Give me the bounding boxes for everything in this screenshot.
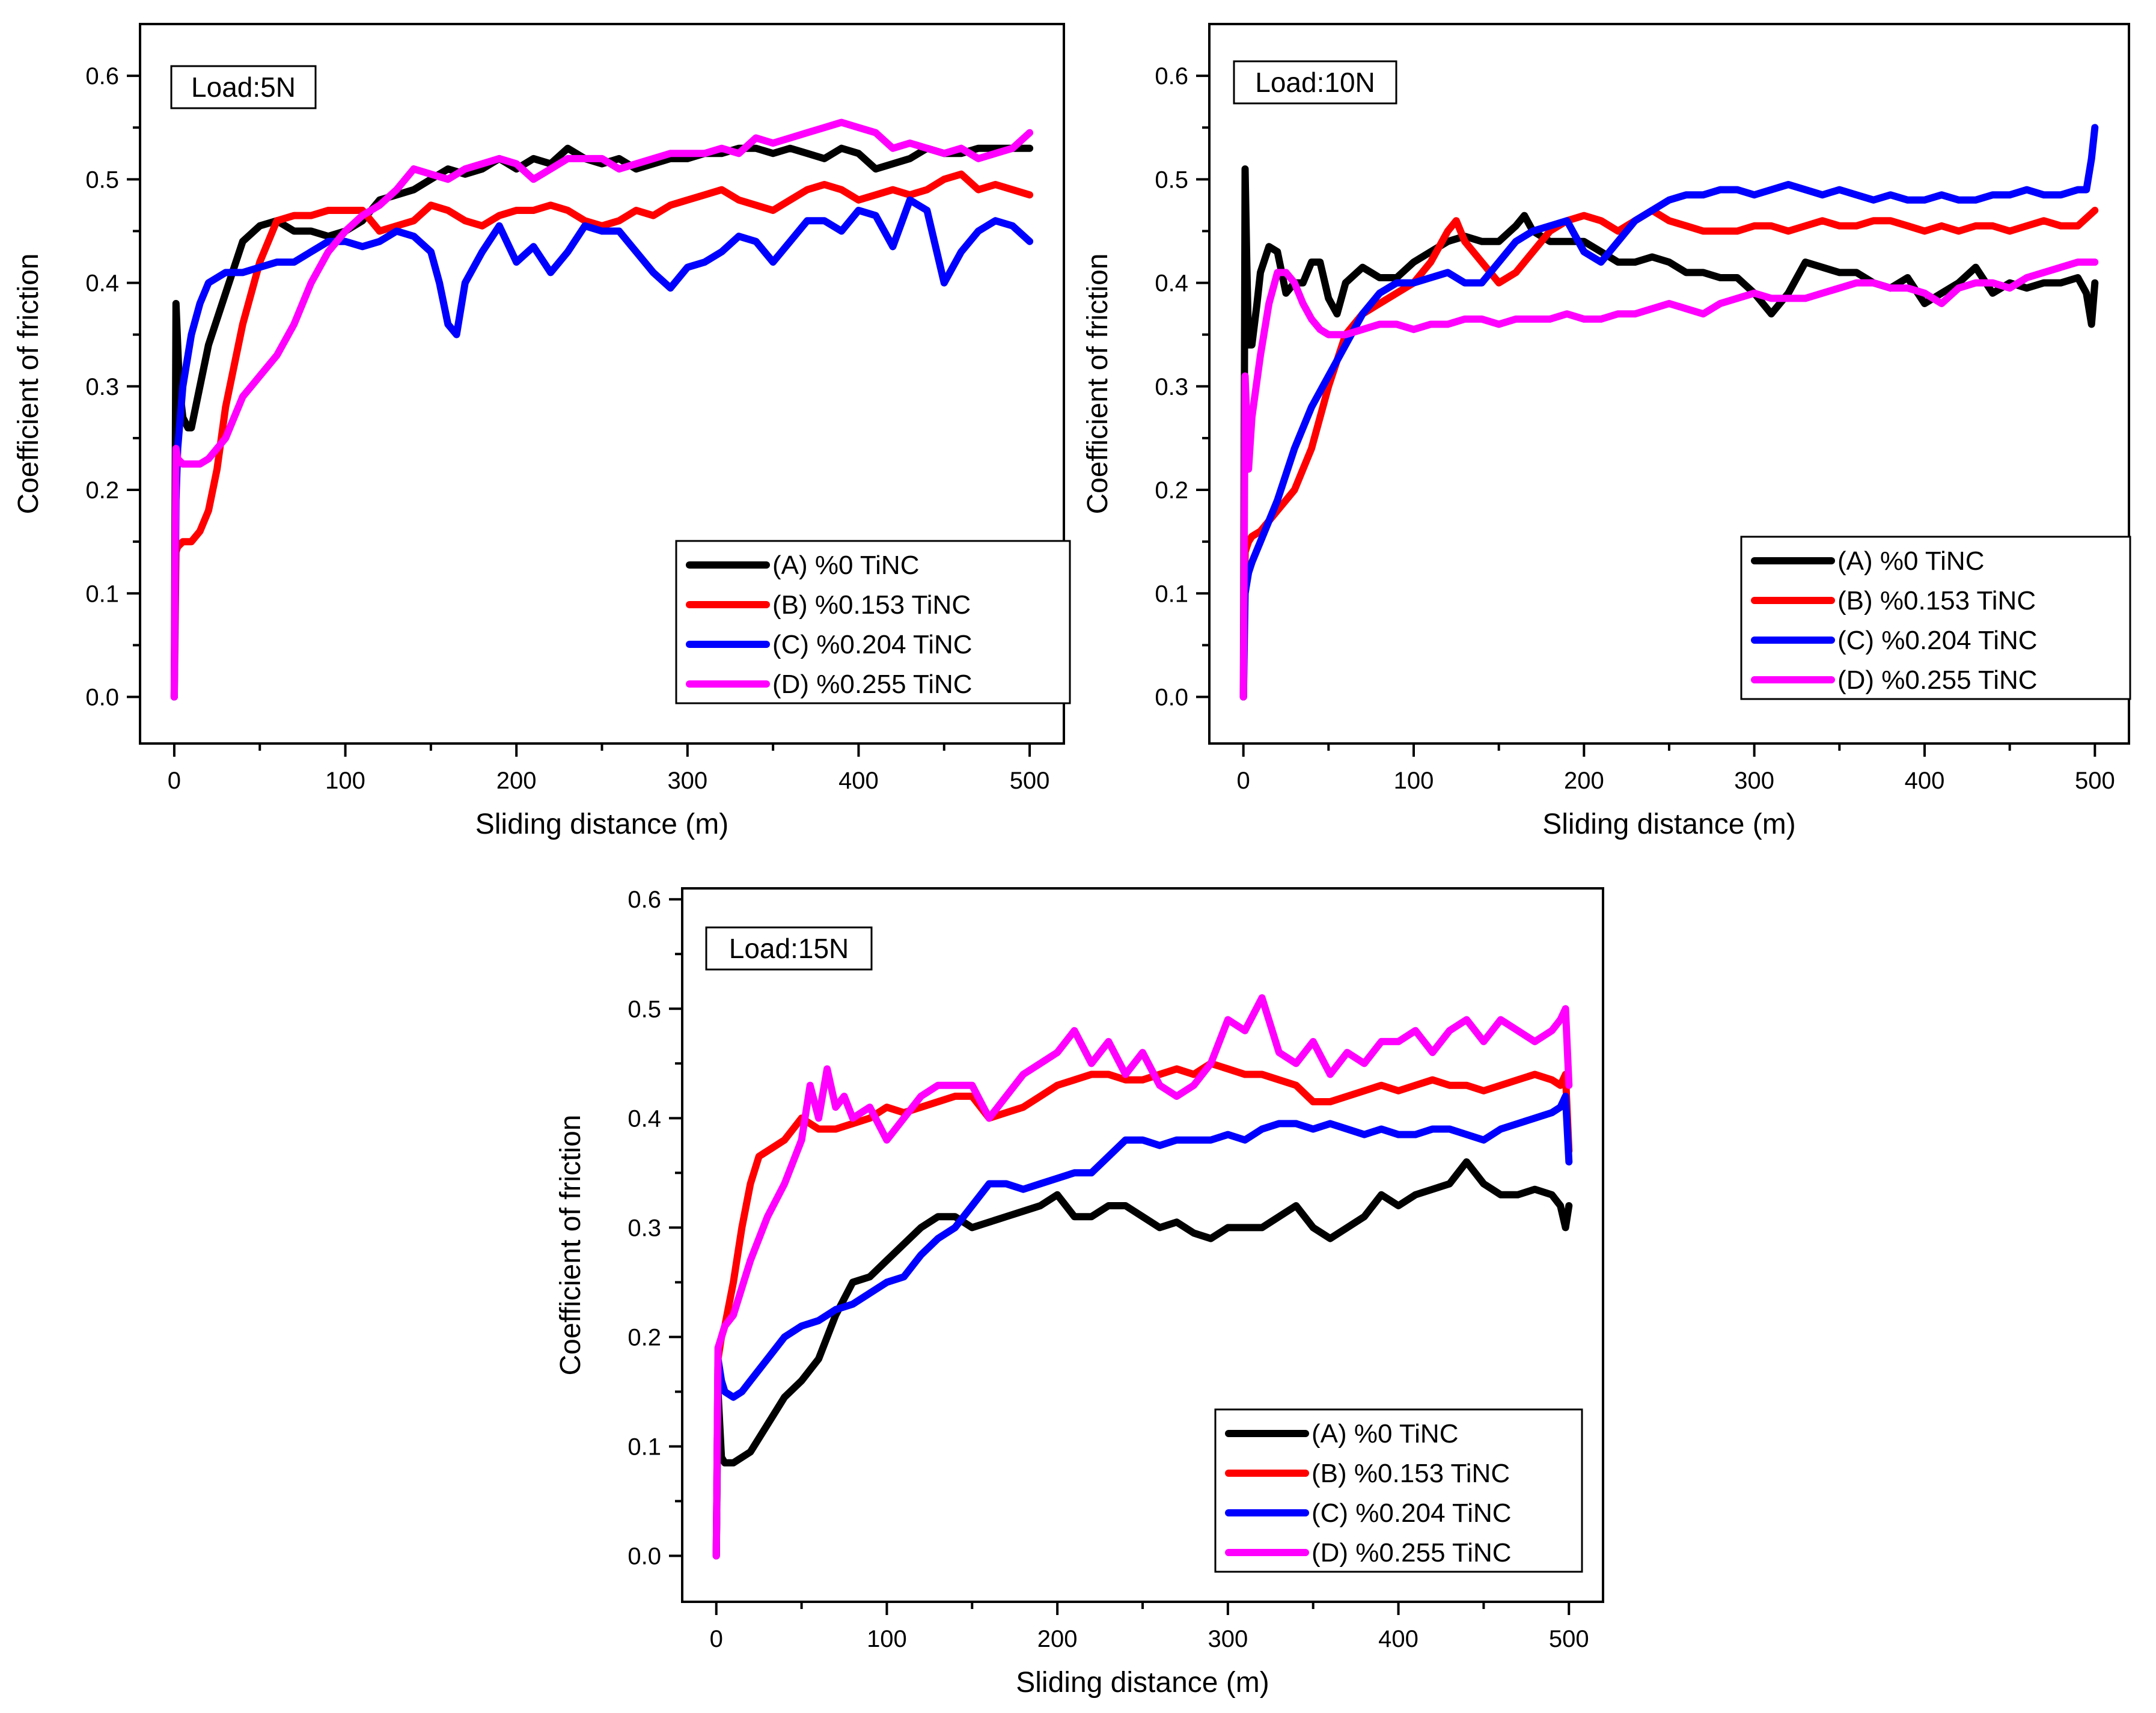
x-tick-label: 300 [1734,768,1774,794]
y-tick-label: 0.6 [1155,63,1188,90]
y-tick-label: 0.5 [628,996,661,1022]
series-lines [1239,124,2099,701]
legend-label-d: (D) %0.255 TiNC [1837,665,2038,695]
y-tick-label: 0.5 [1155,166,1188,193]
x-tick-label: 300 [667,768,707,794]
series-line-d [1239,258,2099,701]
chart-panel-3: 0 100 200 300 400 500 0.0 0.1 0.2 0.3 0.4 0.5 0.6 Sli… [555,887,1604,1699]
series-lines [712,994,1573,1560]
legend-label-a: (A) %0 TiNC [1837,546,1984,576]
x-tick-label: 400 [1378,1626,1419,1652]
x-tick-label: 100 [325,768,365,794]
y-axis-label: Coefficient of friction [1082,254,1114,515]
y-tick-label: 0.3 [1155,374,1188,400]
legend-label-c: (C) %0.204 TiNC [1837,626,2038,655]
y-tick-label: 0.1 [1155,581,1188,607]
legend: (A) %0 TiNC (B) %0.153 TiNC (C) %0.204 TiN… [675,540,1071,704]
x-tick-label: 100 [867,1626,907,1652]
x-tick-label: 500 [1010,768,1050,794]
y-tick-label: 0.2 [628,1324,661,1351]
legend-label-a: (A) %0 TiNC [772,551,919,580]
x-tick-label: 200 [496,768,537,794]
x-tick-label: 100 [1394,768,1434,794]
y-tick-label: 0.1 [85,581,119,607]
load-annotation: Load:5N [191,72,296,103]
y-tick-label: 0.2 [85,477,119,504]
series-line-c [1239,124,2099,701]
chart-panel-2: 0 100 200 300 400 500 0.0 0.1 0.2 0.3 0.4 0.5 0.6 Sli… [1082,23,2131,840]
legend: (A) %0 TiNC (B) %0.153 TiNC (C) %0.204 TiN… [1740,536,2131,700]
series-line-b [170,170,1034,701]
y-tick-label: 0.0 [628,1544,661,1570]
load-annotation-box [705,926,873,971]
legend-label-b: (B) %0.153 TiNC [1312,1459,1510,1488]
y-tick-label: 0.2 [1155,477,1188,504]
y-tick-label: 0.4 [85,270,119,297]
y-tick-label: 0.5 [85,166,119,193]
y-tick-label: 0.4 [1155,270,1188,297]
x-tick-label: 500 [2075,768,2115,794]
legend-label-c: (C) %0.204 TiNC [1312,1498,1512,1528]
y-tick-label: 0.6 [628,887,661,913]
legend-label-d: (D) %0.255 TiNC [772,670,973,699]
x-tick-label: 400 [1905,768,1945,794]
legend-label-b: (B) %0.153 TiNC [1837,586,2036,615]
x-axis-label: Sliding distance (m) [475,808,729,840]
load-annotation: Load:10N [1255,67,1375,98]
y-tick-label: 0.4 [628,1105,661,1132]
x-tick-label: 200 [1564,768,1604,794]
load-annotation-box [170,65,317,109]
y-tick-label: 0.3 [628,1215,661,1241]
legend-label-b: (B) %0.153 TiNC [772,590,971,620]
series-line-a [1239,165,2099,701]
y-tick-label: 0.3 [85,374,119,400]
legend-label-d: (D) %0.255 TiNC [1312,1538,1512,1568]
y-axis-label: Coefficient of friction [555,1115,587,1376]
x-tick-label: 0 [1237,768,1250,794]
series-line-a [712,1158,1573,1560]
series-line-c [712,1092,1573,1560]
y-tick-label: 0.6 [85,63,119,90]
series-line-d [712,994,1573,1560]
x-tick-label: 0 [168,768,181,794]
legend-label-c: (C) %0.204 TiNC [772,630,973,659]
x-tick-label: 400 [838,768,879,794]
legend: (A) %0 TiNC (B) %0.153 TiNC (C) %0.204 TiN… [1214,1408,1583,1573]
chart-panel-1: 0 100 200 300 400 500 0.0 0.1 0.2 0.3 0.4 0.5 0.6 Sli… [13,23,1071,840]
x-axis-label: Sliding distance (m) [1542,808,1796,840]
x-tick-label: 300 [1208,1626,1248,1652]
load-annotation-box [1233,60,1397,105]
x-tick-label: 0 [710,1626,723,1652]
load-annotation: Load:15N [729,933,849,964]
x-tick-label: 500 [1549,1626,1589,1652]
series-lines [170,118,1034,701]
y-axis-label: Coefficient of friction [13,254,44,515]
y-tick-label: 0.0 [85,684,119,710]
y-tick-label: 0.0 [1155,684,1188,710]
series-line-c [170,196,1034,701]
series-line-b [712,1060,1573,1560]
y-tick-label: 0.1 [628,1434,661,1460]
series-line-d [170,118,1034,701]
legend-label-a: (A) %0 TiNC [1312,1419,1458,1449]
x-tick-label: 200 [1037,1626,1078,1652]
x-axis-label: Sliding distance (m) [1016,1667,1269,1699]
